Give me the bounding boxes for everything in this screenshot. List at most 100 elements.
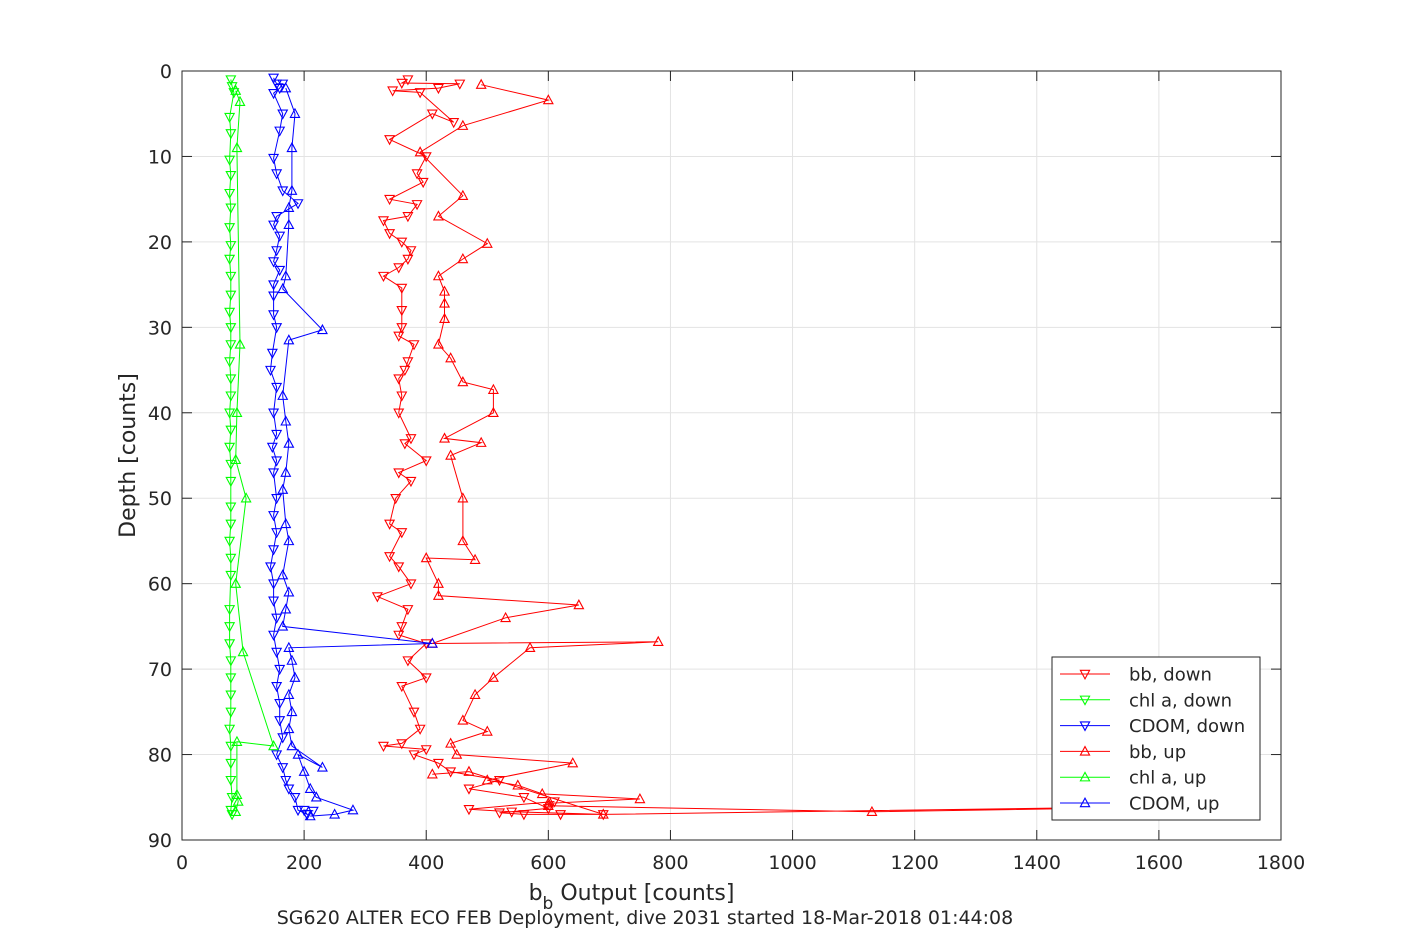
x-tick-label: 0 <box>176 852 188 874</box>
x-tick-label: 1400 <box>1013 852 1061 874</box>
data-point <box>573 599 585 610</box>
data-point <box>298 805 310 817</box>
data-point <box>225 553 237 565</box>
x-axis-label-rest: Output [counts] <box>553 881 734 906</box>
data-point <box>277 763 289 774</box>
data-point <box>292 805 304 817</box>
y-tick-label: 30 <box>148 317 172 339</box>
data-point <box>405 434 417 445</box>
data-point <box>225 171 237 182</box>
data-point <box>439 297 451 308</box>
data-point <box>439 432 451 443</box>
data-point <box>231 141 243 153</box>
data-point <box>396 391 408 402</box>
data-point <box>536 787 548 799</box>
data-point <box>268 220 280 231</box>
data-point <box>289 671 301 682</box>
data-point <box>240 492 252 503</box>
data-point <box>280 270 292 281</box>
data-point <box>224 307 236 318</box>
data-point <box>420 673 432 684</box>
series-line <box>376 79 604 815</box>
legend: bb, down chl a, down CDOM, down bb, up chl a… <box>1051 656 1261 821</box>
data-point <box>426 109 438 120</box>
data-point <box>384 519 396 530</box>
x-axis-label-main: b <box>529 881 543 906</box>
data-point <box>266 348 278 359</box>
data-point <box>232 795 244 806</box>
data-point <box>469 688 481 699</box>
data-point <box>283 201 295 212</box>
data-point <box>304 782 316 793</box>
data-point <box>445 737 457 748</box>
x-tick-label: 200 <box>286 852 322 874</box>
data-point <box>280 466 292 477</box>
data-point <box>280 603 292 614</box>
y-tick-label: 90 <box>148 830 172 852</box>
data-point <box>316 323 328 335</box>
data-point <box>500 611 512 623</box>
data-point <box>396 739 408 750</box>
data-point <box>567 757 579 768</box>
data-point <box>448 118 460 129</box>
x-tick-label: 1000 <box>768 852 816 874</box>
data-point <box>310 791 322 802</box>
x-tick-label: 800 <box>652 852 688 874</box>
data-point <box>439 285 451 296</box>
data-point <box>493 808 506 819</box>
x-tick-label: 1200 <box>890 852 938 874</box>
data-point <box>524 641 536 652</box>
data-point <box>271 429 283 441</box>
data-point <box>283 586 295 597</box>
data-point <box>445 449 457 460</box>
data-point <box>396 306 408 317</box>
legend-label: CDOM, up <box>1129 794 1219 815</box>
data-point <box>230 805 242 817</box>
data-point <box>439 312 451 324</box>
data-point <box>224 357 236 368</box>
data-point <box>555 810 567 821</box>
data-point <box>426 637 438 648</box>
data-point <box>487 406 499 418</box>
legend-marker <box>1079 771 1091 782</box>
data-point <box>268 596 280 607</box>
data-point <box>286 184 298 195</box>
data-point <box>225 690 237 701</box>
ticks: 0 200 400 600 800 1000 1200 1400 1600 1800 0 10 20 30… <box>148 61 1305 874</box>
data-point <box>454 79 466 90</box>
data-point <box>301 810 313 821</box>
data-point <box>283 437 295 448</box>
data-point <box>280 82 292 93</box>
y-tick-label: 70 <box>148 659 172 681</box>
data-point <box>292 199 304 210</box>
data-point <box>224 622 236 633</box>
data-point <box>289 793 301 804</box>
data-point <box>469 553 481 564</box>
data-point <box>224 639 236 650</box>
x-tick-label: 1800 <box>1257 852 1305 874</box>
data-point <box>225 758 237 770</box>
axes-box <box>181 70 1282 841</box>
data-point <box>457 119 469 130</box>
data-point <box>298 765 310 776</box>
data-point <box>230 577 242 588</box>
data-point <box>225 570 237 582</box>
data-point <box>271 323 283 334</box>
data-point <box>481 237 493 248</box>
data-point <box>457 376 469 387</box>
data-point <box>408 340 420 351</box>
data-point <box>405 579 417 590</box>
data-point <box>274 231 286 242</box>
data-point <box>225 290 237 301</box>
data-point <box>274 716 286 727</box>
data-point <box>396 622 408 633</box>
data-point <box>463 805 475 816</box>
data-point <box>432 338 444 349</box>
legend-item: CDOM, up <box>1060 794 1219 815</box>
data-point <box>445 767 457 778</box>
series-cdom-up <box>277 82 438 821</box>
data-point <box>414 88 426 99</box>
data-point <box>271 647 283 659</box>
data-point <box>411 169 423 180</box>
data-point <box>271 212 283 223</box>
